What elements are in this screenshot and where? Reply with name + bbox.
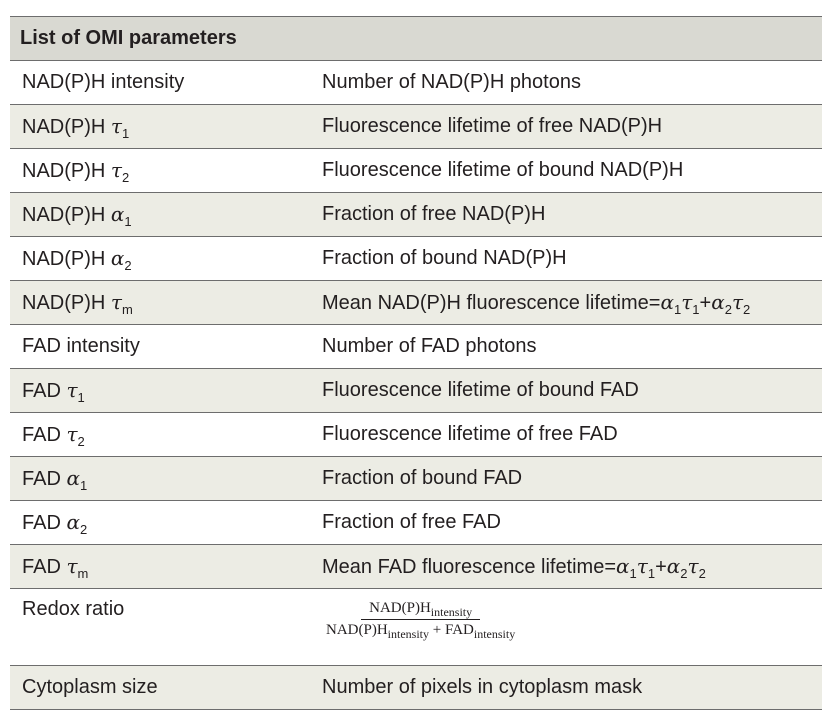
parameter-description: Fraction of free NAD(P)H <box>322 203 546 225</box>
parameter-name: FAD intensity <box>22 335 140 357</box>
table-row: Cytoplasm size Number of pixels in cytop… <box>10 666 822 710</box>
omi-parameters-table: List of OMI parameters NAD(P)H intensity… <box>10 16 822 710</box>
parameter-name: NAD(P)H τm <box>22 290 133 317</box>
parameter-description: Fluorescence lifetime of bound FAD <box>322 379 639 401</box>
table-row: NAD(P)H τ1 Fluorescence lifetime of free… <box>10 105 822 149</box>
parameter-description: Number of pixels in cytoplasm mask <box>322 676 643 698</box>
redox-numerator: NAD(P)Hintensity <box>361 600 481 620</box>
parameter-name: FAD α1 <box>22 466 88 493</box>
parameter-name: Cytoplasm size <box>22 676 158 698</box>
table-row: NAD(P)H intensity Number of NAD(P)H phot… <box>10 61 822 105</box>
parameter-description: Fraction of free FAD <box>322 511 501 533</box>
parameter-name: NAD(P)H intensity <box>22 71 185 93</box>
parameter-description: Fluorescence lifetime of free FAD <box>322 423 618 445</box>
parameter-description: Fraction of bound NAD(P)H <box>322 247 567 269</box>
table-row: NAD(P)H α1 Fraction of free NAD(P)H <box>10 193 822 237</box>
parameter-description: Fluorescence lifetime of free NAD(P)H <box>322 115 663 137</box>
table-row: FAD α2 Fraction of free FAD <box>10 501 822 545</box>
table-row: FAD τm Mean FAD fluorescence lifetime=α1… <box>10 545 822 589</box>
parameter-name: FAD τ2 <box>22 422 85 449</box>
parameter-description: Fluorescence lifetime of bound NAD(P)H <box>322 159 684 181</box>
table-row: FAD α1 Fraction of bound FAD <box>10 457 822 501</box>
parameter-name: NAD(P)H α2 <box>22 246 132 273</box>
parameter-name: NAD(P)H α1 <box>22 202 132 229</box>
redox-formula: NAD(P)Hintensity NAD(P)Hintensity + FADi… <box>310 589 822 641</box>
parameter-name: NAD(P)H τ1 <box>22 114 130 141</box>
table-row: FAD intensity Number of FAD photons <box>10 325 822 369</box>
table-row: FAD τ2 Fluorescence lifetime of free FAD <box>10 413 822 457</box>
parameter-name: FAD τm <box>22 554 89 581</box>
redox-denominator: NAD(P)Hintensity + FADintensity <box>326 622 516 641</box>
parameter-description: Mean NAD(P)H fluorescence lifetime=α1τ1+… <box>322 290 751 317</box>
table-row: NAD(P)H α2 Fraction of bound NAD(P)H <box>10 237 822 281</box>
table-row: NAD(P)H τ2 Fluorescence lifetime of boun… <box>10 149 822 193</box>
table-row: Redox ratio NAD(P)Hintensity NAD(P)Hinte… <box>10 589 822 666</box>
table-title: List of OMI parameters <box>10 17 822 61</box>
parameter-name: Redox ratio <box>22 598 125 620</box>
parameter-name: FAD τ1 <box>22 378 85 405</box>
parameter-name: NAD(P)H τ2 <box>22 158 130 185</box>
table-row: NAD(P)H τm Mean NAD(P)H fluorescence lif… <box>10 281 822 325</box>
parameter-description: Fraction of bound FAD <box>322 467 523 489</box>
parameter-description: Number of NAD(P)H photons <box>322 71 581 93</box>
parameter-description: Mean FAD fluorescence lifetime=α1τ1+α2τ2 <box>322 554 706 581</box>
table-row: FAD τ1 Fluorescence lifetime of bound FA… <box>10 369 822 413</box>
parameter-description: Number of FAD photons <box>322 335 537 357</box>
parameter-name: FAD α2 <box>22 510 88 537</box>
redox-fraction: NAD(P)Hintensity NAD(P)Hintensity + FADi… <box>322 600 519 641</box>
